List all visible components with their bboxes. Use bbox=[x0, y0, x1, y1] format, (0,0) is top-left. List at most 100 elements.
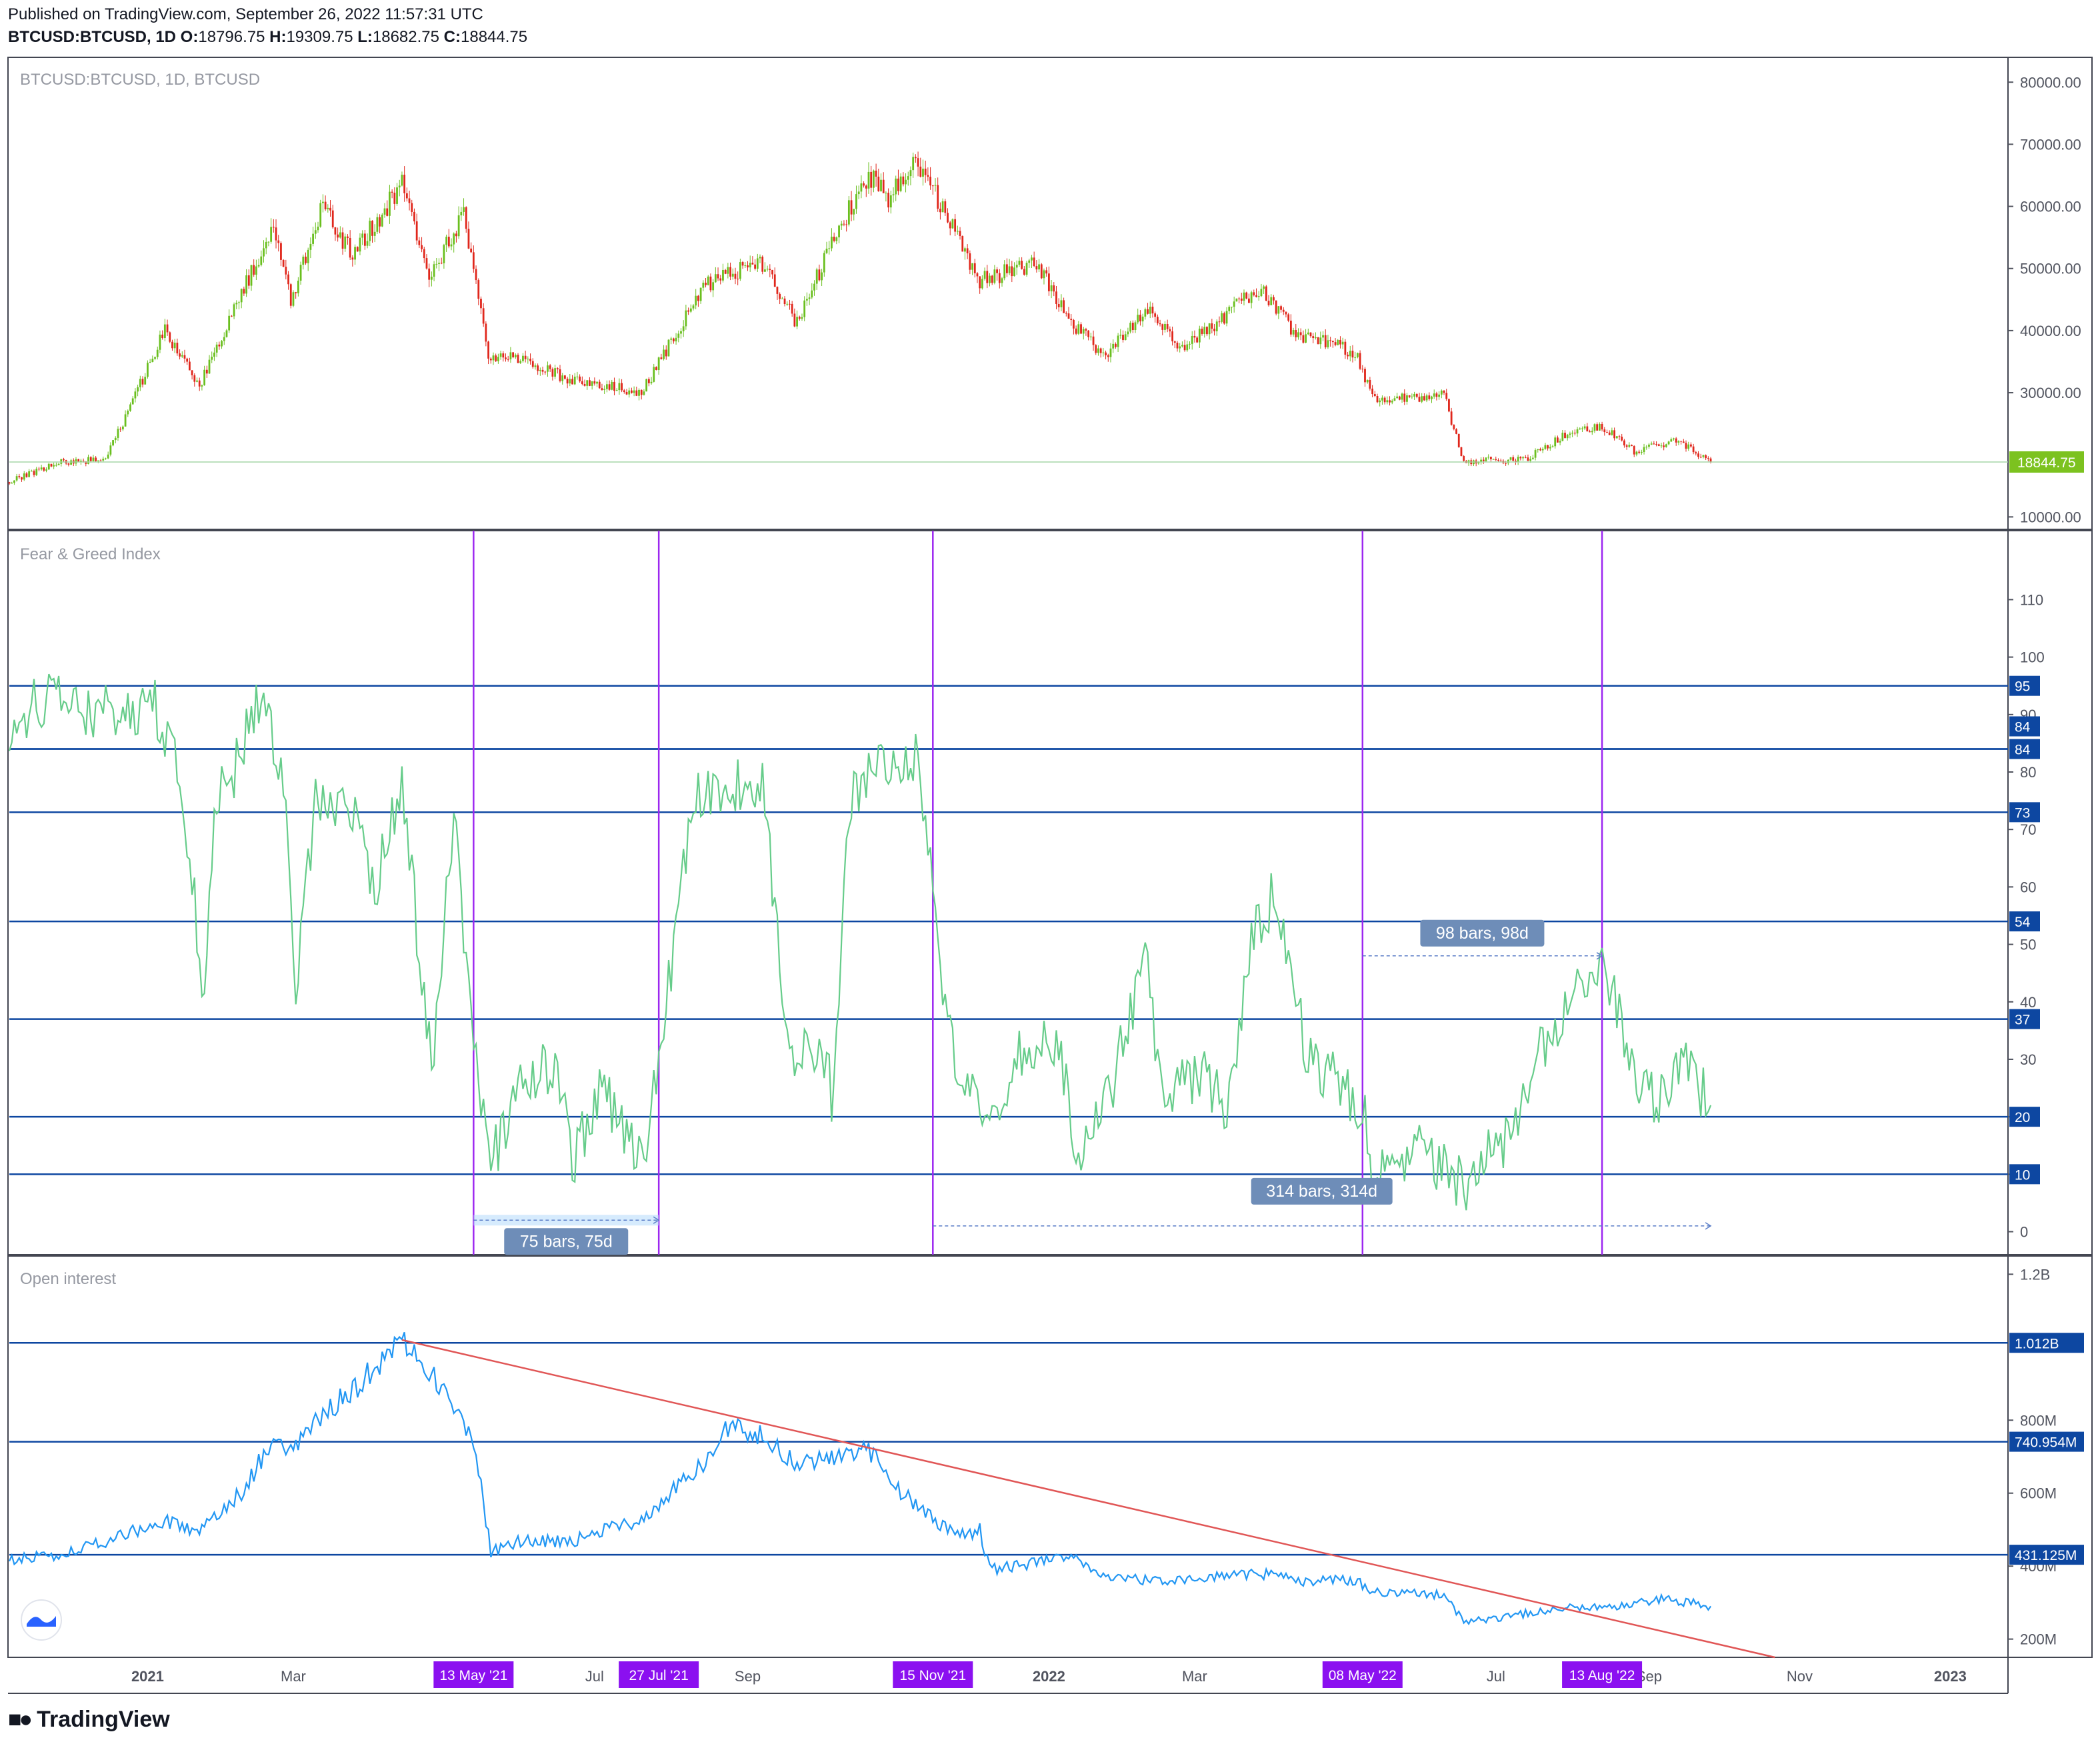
candle-body bbox=[1705, 455, 1707, 459]
candle-body bbox=[1485, 457, 1487, 461]
level-tag-label: 20 bbox=[2015, 1110, 2030, 1125]
candle-body bbox=[33, 471, 35, 475]
candle-body bbox=[285, 267, 287, 275]
candle-body bbox=[1324, 335, 1327, 347]
candle-body bbox=[1035, 266, 1038, 270]
candle-body bbox=[687, 310, 689, 312]
candle-body bbox=[299, 265, 302, 281]
candle-body bbox=[492, 355, 495, 361]
candle-body bbox=[1171, 331, 1173, 342]
candle-body bbox=[1240, 298, 1243, 301]
candle-body bbox=[277, 240, 280, 243]
candle-body bbox=[1295, 330, 1297, 337]
candle-body bbox=[663, 349, 665, 359]
candle-body bbox=[1677, 441, 1680, 443]
candle-body bbox=[971, 263, 973, 270]
candle-body bbox=[1099, 348, 1102, 353]
candle-body bbox=[1611, 430, 1613, 435]
candle-body bbox=[247, 275, 250, 286]
candle-body bbox=[418, 240, 421, 245]
candle-body bbox=[334, 227, 337, 235]
candle-body bbox=[265, 241, 267, 249]
candle-body bbox=[1354, 357, 1357, 358]
candle-body bbox=[1522, 457, 1524, 459]
candle-body bbox=[1179, 346, 1181, 349]
candle-body bbox=[1529, 459, 1532, 461]
candle-body bbox=[270, 227, 273, 242]
candle-body bbox=[1431, 396, 1433, 399]
tradingview-badge-icon[interactable] bbox=[21, 1599, 62, 1641]
candle-body bbox=[112, 440, 114, 446]
candle-body bbox=[1050, 285, 1053, 291]
y-tick-label: 100 bbox=[2020, 649, 2045, 666]
candle-body bbox=[1561, 433, 1564, 441]
last-price-line: 18844.75 bbox=[9, 451, 2084, 473]
trendline bbox=[401, 1339, 1775, 1659]
candle-body bbox=[875, 170, 877, 177]
candle-body bbox=[897, 178, 899, 191]
candle-body bbox=[905, 179, 907, 185]
candle-body bbox=[1329, 340, 1332, 341]
candle-body bbox=[373, 231, 376, 236]
candle-body bbox=[707, 276, 709, 285]
candle-body bbox=[880, 179, 882, 191]
candle-body bbox=[675, 337, 677, 342]
tradingview-brand[interactable]: ■● TradingView bbox=[8, 1707, 170, 1733]
candle-body bbox=[1621, 436, 1623, 441]
candle-body bbox=[314, 230, 317, 234]
candle-body bbox=[811, 290, 813, 298]
candle-body bbox=[1013, 267, 1015, 277]
candle-body bbox=[1371, 388, 1374, 395]
candle-body bbox=[912, 157, 915, 171]
candle-body bbox=[798, 317, 801, 319]
candle-body bbox=[1169, 329, 1171, 332]
candle-body bbox=[566, 379, 569, 384]
candle-body bbox=[475, 269, 477, 281]
candle-body bbox=[156, 349, 159, 357]
level-tag bbox=[2009, 1431, 2084, 1452]
candle-body bbox=[509, 352, 512, 360]
oi-trendline bbox=[401, 1339, 1775, 1659]
level-tag-label: 54 bbox=[2015, 915, 2031, 930]
candle-body bbox=[586, 380, 589, 386]
candle-body bbox=[1497, 460, 1499, 461]
candle-body bbox=[349, 237, 351, 258]
candle-body bbox=[756, 258, 759, 269]
candle-body bbox=[825, 248, 828, 253]
x-tick-label: 2022 bbox=[1033, 1668, 1065, 1685]
oi-series bbox=[8, 1332, 1712, 1626]
candle-body bbox=[1201, 328, 1203, 334]
candle-body bbox=[1189, 343, 1191, 345]
candle-body bbox=[305, 256, 307, 263]
candle-body bbox=[667, 339, 670, 357]
candle-body bbox=[1480, 459, 1482, 462]
candle-body bbox=[1589, 431, 1591, 433]
candle-body bbox=[793, 313, 796, 327]
candle-body bbox=[1635, 451, 1638, 455]
candle-body bbox=[1663, 445, 1665, 447]
candle-body bbox=[724, 269, 727, 274]
candle-body bbox=[1151, 307, 1154, 314]
measure-arrow bbox=[653, 1216, 660, 1224]
candle-body bbox=[121, 426, 124, 430]
candle-body bbox=[1376, 396, 1379, 403]
candle-body bbox=[1080, 324, 1082, 334]
candle-body bbox=[1675, 438, 1677, 443]
candle-body bbox=[423, 249, 425, 259]
fgi-series bbox=[8, 673, 1712, 1211]
candle-body bbox=[287, 274, 289, 285]
candle-body bbox=[1631, 445, 1633, 447]
candle-body bbox=[961, 236, 964, 252]
candle-body bbox=[495, 355, 497, 361]
measure-label-box bbox=[504, 1228, 629, 1255]
candle-body bbox=[1643, 447, 1645, 452]
candle-body bbox=[302, 256, 305, 265]
candle-body bbox=[1181, 345, 1183, 347]
level-tag-label: 37 bbox=[2015, 1013, 2030, 1028]
candle-body bbox=[1282, 309, 1285, 312]
ohlc-legend: BTCUSD:BTCUSD, 1D O:18796.75 H:19309.75 … bbox=[8, 28, 527, 47]
candle-body bbox=[218, 344, 221, 347]
measure-label: 75 bars, 75d bbox=[520, 1232, 613, 1251]
candle-body bbox=[403, 175, 406, 193]
